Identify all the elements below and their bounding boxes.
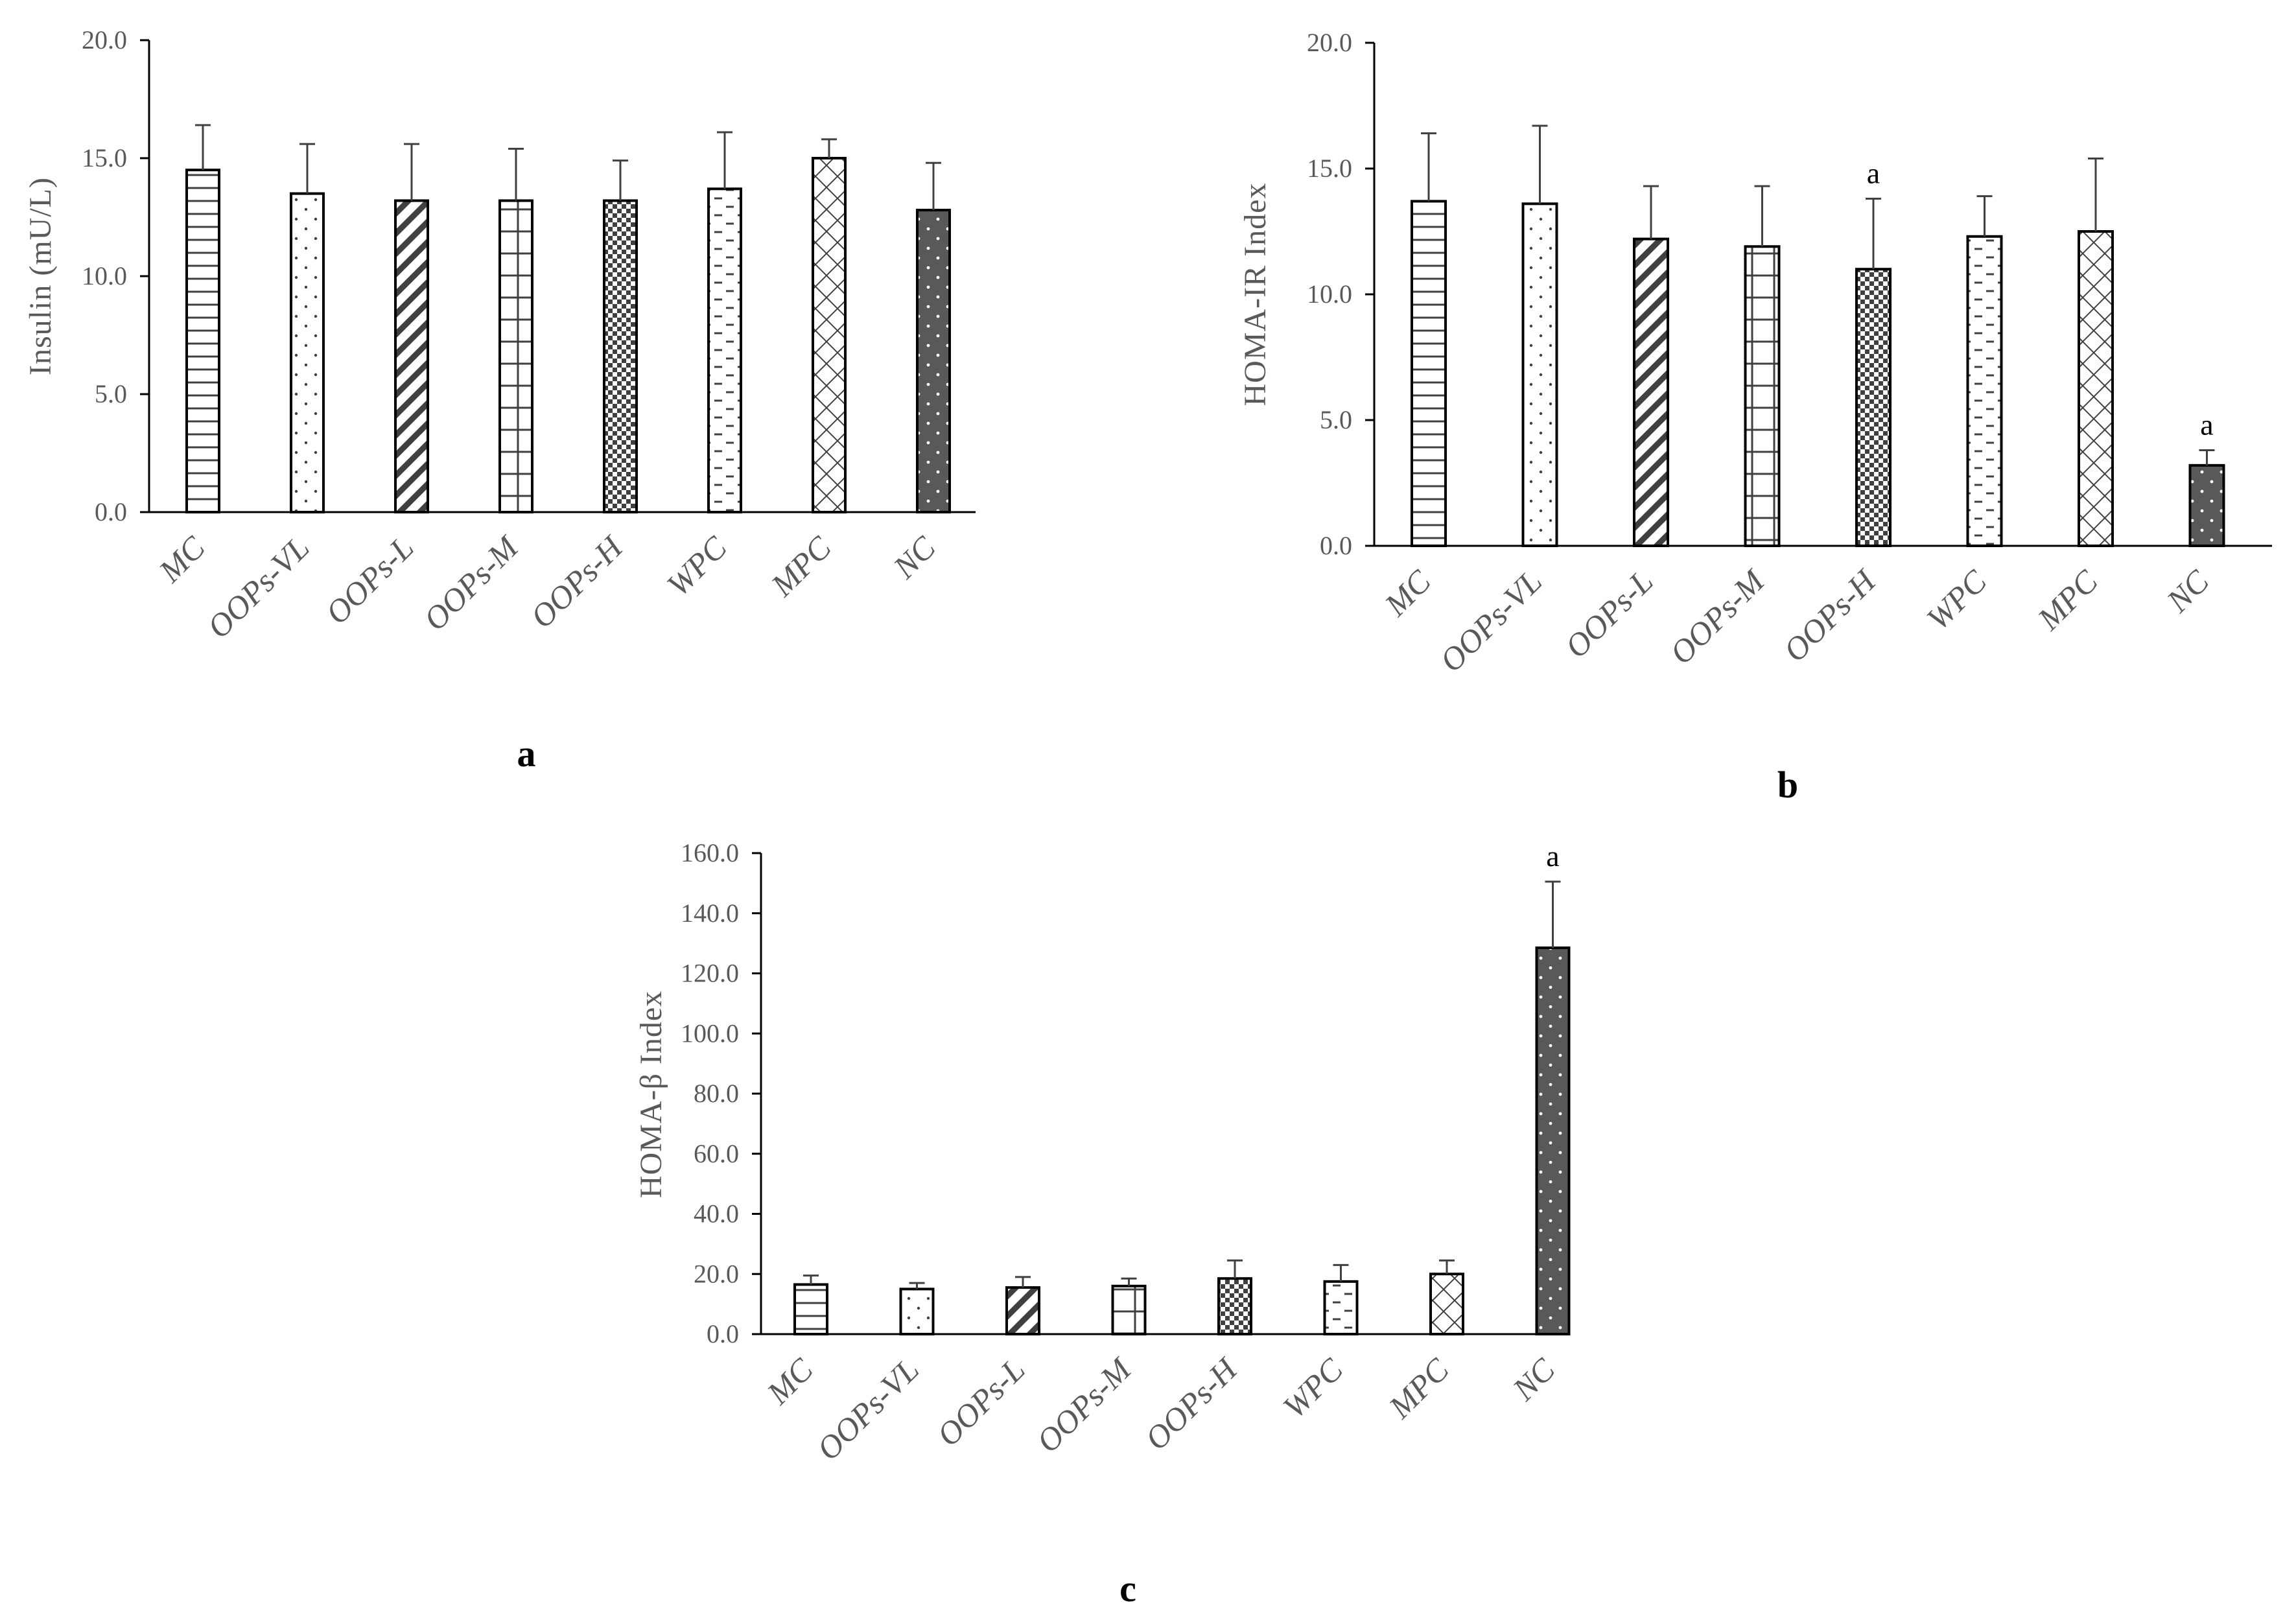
panel-label: c [1119, 1567, 1136, 1610]
bar-mc [1411, 200, 1447, 547]
y-tick-label: 10.0 [1307, 279, 1352, 309]
y-tick-label: 5.0 [1320, 405, 1352, 434]
category-label: OOPs-L [1558, 563, 1659, 664]
chart-panel-c: 0.0 20.0 40.0 60.0 80.0 100.0 120.0 140.0 160.0 M… [634, 838, 1571, 1610]
y-tick-label: 100.0 [681, 1018, 739, 1048]
bar-oops-m [1111, 1284, 1147, 1336]
bar-oops-l [394, 199, 429, 513]
bar-oops-l [1633, 237, 1669, 547]
y-tick-label: 5.0 [95, 379, 127, 408]
category-label: MPC [1381, 1351, 1456, 1426]
significance-label: a [1546, 839, 1559, 873]
y-axis-title: HOMA-IR Index [1238, 183, 1272, 406]
bar-oops-h [1855, 268, 1892, 547]
bar-wpc [1323, 1280, 1359, 1335]
y-tick-label: 20.0 [1307, 28, 1352, 57]
y-tick-label: 40.0 [694, 1199, 739, 1228]
category-label: OOPs-M [1663, 562, 1772, 672]
category-label: OOPs-VL [810, 1351, 926, 1467]
bar-mpc [812, 157, 847, 513]
y-axis-title: HOMA-β Index [634, 991, 668, 1198]
category-label: OOPs-VL [200, 529, 316, 645]
category-label: NC [885, 529, 943, 586]
category-label: OOPs-H [523, 528, 630, 635]
bar-oops-vl [899, 1287, 935, 1335]
category-label: NC [2159, 563, 2216, 620]
y-tick-label: 0.0 [95, 497, 127, 526]
bar-nc [916, 209, 951, 513]
category-label: MC [151, 529, 212, 590]
category-label: OOPs-M [1029, 1350, 1139, 1460]
bar-mc [793, 1283, 828, 1335]
category-label: OOPs-L [930, 1351, 1031, 1453]
category-label: WPC [1919, 563, 1994, 637]
y-tick-label: 10.0 [82, 261, 127, 290]
category-label: MC [759, 1351, 820, 1412]
significance-label: a [2200, 408, 2213, 441]
bar-oops-h [603, 199, 638, 513]
y-tick-label: 120.0 [681, 959, 739, 988]
category-label: OOPs-H [1138, 1350, 1245, 1457]
bar-mc [185, 169, 220, 513]
bar-oops-m [1744, 245, 1781, 547]
bar-oops-vl [1521, 202, 1558, 547]
bar-oops-h [1217, 1277, 1252, 1336]
category-label: OOPs-H [1776, 561, 1883, 668]
significance-label: a [1867, 157, 1880, 190]
bar-mpc [1429, 1273, 1464, 1335]
y-tick-label: 20.0 [694, 1259, 739, 1288]
panel-label: a [517, 733, 536, 775]
y-tick-label: 0.0 [707, 1319, 739, 1348]
bar-oops-m [498, 199, 533, 513]
bar-oops-l [1005, 1286, 1040, 1336]
y-tick-label: 0.0 [1320, 531, 1352, 560]
bar-oops-vl [290, 192, 325, 513]
y-tick-label: 80.0 [694, 1079, 739, 1108]
category-label: MC [1377, 563, 1438, 624]
y-tick-label: 15.0 [82, 143, 127, 172]
bar-wpc [1966, 235, 2003, 547]
category-label: OOPs-VL [1433, 563, 1549, 679]
bar-nc [2188, 464, 2225, 548]
y-tick-label: 140.0 [681, 898, 739, 928]
category-label: MPC [764, 529, 838, 604]
y-tick-label: 60.0 [694, 1139, 739, 1168]
y-tick-label: 20.0 [82, 25, 127, 54]
category-label: WPC [1276, 1351, 1350, 1426]
panel-label: b [1777, 764, 1798, 806]
bar-mpc [2078, 230, 2114, 547]
bar-wpc [707, 187, 742, 513]
category-label: WPC [660, 529, 734, 604]
y-tick-label: 160.0 [681, 838, 739, 867]
category-label: OOPs-M [417, 528, 526, 638]
y-axis-title: Insulin (mU/L) [23, 177, 58, 375]
y-tick-label: 15.0 [1307, 154, 1352, 183]
category-label: OOPs-L [318, 529, 420, 631]
category-label: NC [1505, 1351, 1562, 1408]
bar-nc [1535, 946, 1571, 1336]
category-label: MPC [2030, 563, 2105, 637]
